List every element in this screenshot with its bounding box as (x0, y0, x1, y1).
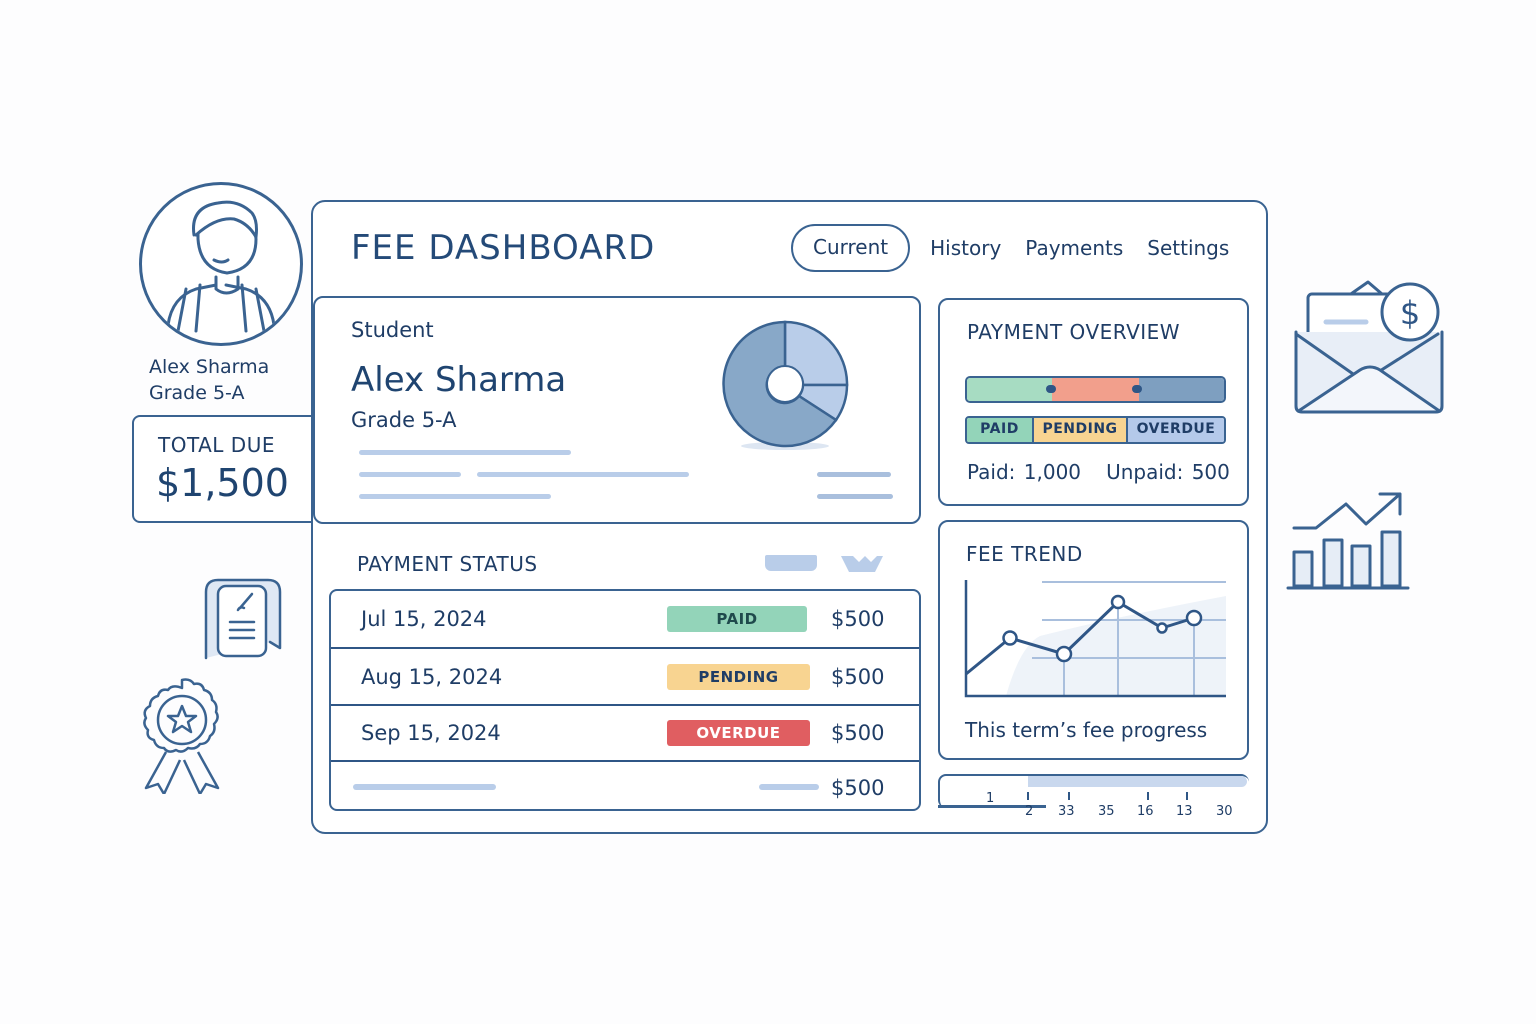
fee-donut-chart (722, 320, 849, 450)
total-due-card: TOTAL DUE $1,500 (132, 415, 328, 523)
table-row[interactable]: $500 (331, 762, 919, 809)
fee-trend-card: FEE TREND This term’s fee progress (938, 520, 1249, 760)
status-badge: PAID (667, 606, 807, 632)
slider-handle[interactable] (1132, 385, 1142, 393)
payment-envelope-icon: $ (1294, 280, 1444, 414)
slider-tick: 13 (1176, 804, 1193, 819)
placeholder-line (353, 784, 496, 790)
legend-overdue: OVERDUE (1128, 418, 1224, 442)
student-label: Student (351, 318, 434, 342)
fee-trend-caption: This term’s fee progress (965, 718, 1208, 742)
placeholder-line (359, 494, 551, 499)
slider-tick: 33 (1058, 804, 1075, 819)
slider-tick: 30 (1216, 804, 1233, 819)
row-amount: $500 (831, 664, 885, 689)
award-ribbon-icon (143, 678, 220, 794)
row-amount: $500 (831, 721, 885, 745)
payment-status-title: PAYMENT STATUS (357, 552, 538, 576)
student-card: Student Alex Sharma Grade 5-A (313, 296, 921, 524)
fee-dashboard-window: FEE DASHBOARD Current History Payments S… (311, 200, 1268, 834)
row-amount: $500 (831, 607, 885, 631)
payment-status-table: Jul 15, 2024 PAID $500 Aug 15, 2024 PEND… (329, 589, 921, 811)
signed-document-icon (204, 578, 282, 660)
row-amount: $500 (831, 775, 885, 800)
avatar[interactable] (139, 182, 303, 346)
fee-trend-title: FEE TREND (966, 542, 1083, 566)
total-due-label: TOTAL DUE (158, 433, 275, 457)
table-row[interactable]: Jul 15, 2024 PAID $500 (331, 591, 919, 649)
table-row[interactable]: Aug 15, 2024 PENDING $500 (331, 649, 919, 706)
status-badge: OVERDUE (667, 720, 810, 746)
student-avatar-icon (166, 200, 276, 333)
total-due-value: $1,500 (156, 461, 289, 505)
slider-tick: 1 (986, 791, 995, 806)
term-timeline-slider[interactable]: 1 2 33 35 16 13 30 (938, 774, 1249, 819)
slider-fill (1028, 776, 1247, 787)
student-name: Alex Sharma (351, 360, 567, 400)
placeholder-line (477, 472, 689, 477)
placeholder-line (359, 450, 571, 455)
page-title: FEE DASHBOARD (351, 228, 656, 268)
payment-progress-bar (965, 376, 1226, 403)
student-grade: Grade 5-A (351, 408, 457, 432)
sort-icon[interactable] (841, 554, 885, 572)
placeholder-line (817, 472, 891, 477)
payment-summary: Paid: 1,000 Unpaid: 500 (967, 460, 1230, 484)
tab-payments[interactable]: Payments (1025, 236, 1124, 260)
legend-pending: PENDING (1034, 418, 1128, 442)
tab-settings[interactable]: Settings (1147, 236, 1230, 260)
growth-chart-icon (1286, 492, 1410, 590)
profile-caption: Alex Sharma Grade 5-A (149, 354, 269, 406)
tab-bar: Current History Payments Settings (791, 224, 1241, 272)
slider-tick: 16 (1137, 804, 1154, 819)
placeholder-line (359, 472, 461, 477)
placeholder-line (759, 784, 819, 790)
payment-overview-title: PAYMENT OVERVIEW (967, 320, 1181, 344)
row-date: Sep 15, 2024 (361, 721, 501, 745)
table-row[interactable]: Sep 15, 2024 OVERDUE $500 (331, 706, 919, 762)
slider-handle[interactable] (1046, 385, 1056, 393)
filter-icon[interactable] (765, 555, 817, 571)
tab-history[interactable]: History (930, 236, 1002, 260)
row-date: Aug 15, 2024 (361, 664, 503, 689)
payment-overview-card: PAYMENT OVERVIEW PAID PENDING OVERDUE Pa… (938, 298, 1249, 506)
status-badge: PENDING (667, 663, 810, 690)
profile-grade: Grade 5-A (149, 382, 245, 404)
row-date: Jul 15, 2024 (361, 607, 487, 631)
legend-paid: PAID (967, 418, 1034, 442)
profile-name: Alex Sharma (149, 356, 270, 378)
placeholder-line (817, 494, 893, 499)
svg-text:$: $ (1400, 294, 1420, 332)
slider-tick: 35 (1098, 804, 1115, 819)
slider-tick: 2 (1025, 804, 1034, 819)
tab-current[interactable]: Current (791, 224, 911, 272)
fee-trend-line-chart (964, 580, 1226, 698)
payment-legend: PAID PENDING OVERDUE (965, 416, 1226, 444)
